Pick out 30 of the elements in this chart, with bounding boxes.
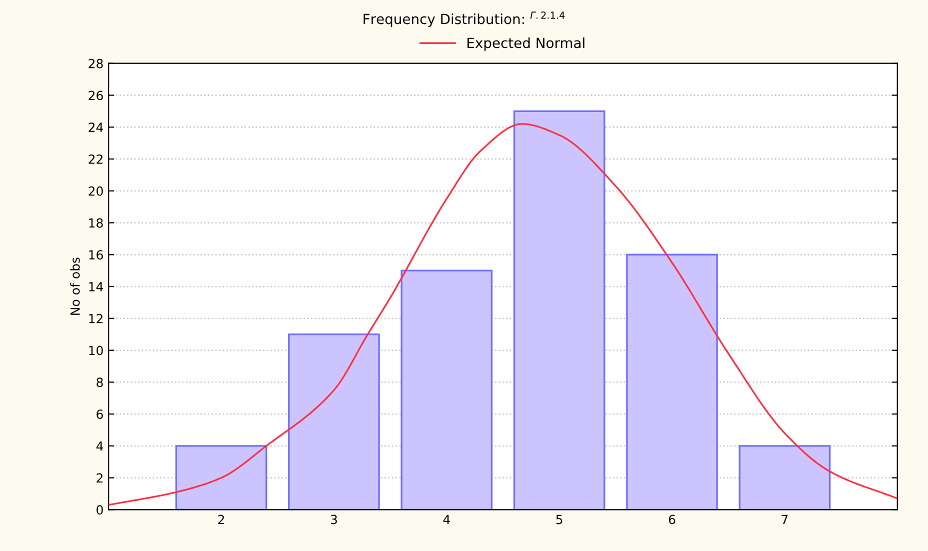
y-axis-title: No of obs <box>70 258 80 315</box>
x-tick-label: 7 <box>782 514 788 524</box>
y-tick-label: 6 <box>96 410 103 419</box>
bar <box>738 445 831 510</box>
bar <box>400 270 493 510</box>
y-tick-label: 26 <box>88 90 103 100</box>
y-tick-label: 24 <box>88 122 104 132</box>
x-tick-label: 2 <box>218 514 224 524</box>
y-tick-label: 10 <box>89 346 103 356</box>
chart-title: Frequency Distribution: $^{Г.2.1.4}$ <box>364 12 565 27</box>
x-tick-label: 3 <box>330 514 337 524</box>
y-tick-label: 18 <box>89 218 103 228</box>
y-tick-label: 2 <box>96 473 102 483</box>
y-tick-label: 14 <box>89 282 104 292</box>
y-tick-label: 0 <box>96 505 103 515</box>
x-tick-label: 4 <box>443 514 450 524</box>
x-tick-label: 6 <box>668 514 676 524</box>
bar <box>175 445 268 510</box>
bar <box>626 254 718 510</box>
y-tick-label: 20 <box>88 186 103 196</box>
y-tick-label: 8 <box>96 378 103 388</box>
y-tick-label: 22 <box>88 154 102 164</box>
x-tick-label: 5 <box>556 514 562 524</box>
y-tick-label: 4 <box>96 442 104 451</box>
bar <box>288 334 380 510</box>
bar <box>513 110 606 510</box>
legend-label: Expected Normal <box>468 37 584 51</box>
y-tick-label: 28 <box>88 58 103 68</box>
y-tick-label: 16 <box>89 250 103 260</box>
y-tick-label: 12 <box>89 314 102 324</box>
